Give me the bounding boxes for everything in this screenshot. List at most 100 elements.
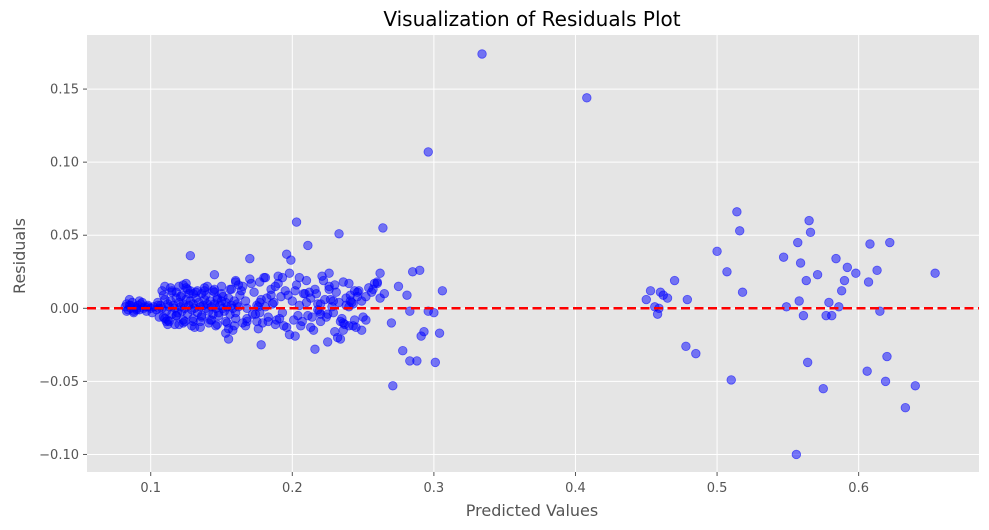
plot-area [87,35,979,472]
data-point [735,226,745,236]
data-point [737,287,748,297]
data-point [423,147,433,157]
data-point [301,297,312,308]
data-point [778,252,789,262]
x-axis-label: Predicted Values [466,501,598,520]
data-point [196,288,207,299]
data-point [801,275,811,286]
chart-title: Visualization of Residuals Plot [383,7,680,31]
data-point [375,268,385,278]
data-point [851,268,861,278]
data-point [477,49,487,59]
data-point [286,255,296,265]
data-point [437,286,448,296]
data-point [882,351,892,362]
data-point [402,290,412,300]
data-point [334,229,344,239]
data-point [824,297,834,308]
data-point [188,316,198,327]
data-point [246,278,256,289]
data-point [240,321,251,331]
data-point [378,223,388,233]
data-point [341,293,351,303]
data-point [178,315,188,325]
data-point [726,375,736,385]
data-point [669,275,680,286]
data-point [880,376,891,387]
data-point [270,281,281,292]
data-point [798,310,809,321]
data-point [306,322,316,333]
data-point [885,237,895,248]
data-point [641,294,651,305]
data-point [256,340,266,350]
data-point [842,262,853,273]
data-point [277,272,288,283]
data-point [930,268,940,278]
data-point [181,283,191,293]
data-point [802,357,813,368]
data-point [230,277,241,287]
data-point [805,227,816,238]
data-point [398,345,408,356]
data-point [348,321,358,331]
data-point [185,250,196,261]
data-point [297,316,307,327]
x-tick-label: 0.6 [848,481,869,496]
data-point [372,278,382,289]
data-point [682,294,693,305]
data-point [332,332,343,343]
data-point [291,217,302,227]
x-tick-label: 0.3 [424,481,445,496]
data-point [260,272,271,283]
data-point [645,286,656,296]
data-point [266,290,276,300]
y-tick-label: 0.10 [50,156,79,171]
data-point [245,253,255,264]
data-point [236,286,247,296]
data-point [662,293,673,303]
data-point [274,313,285,324]
data-point [206,315,217,325]
data-point [812,269,823,280]
data-point [267,299,278,309]
data-point [233,302,244,312]
data-point [313,305,323,315]
data-point [279,321,289,331]
data-point [294,272,305,283]
data-point [681,341,691,352]
data-point [712,246,722,257]
data-point [793,237,803,248]
data-point [732,207,742,217]
data-point [209,284,220,295]
data-point [582,93,592,103]
data-point [158,312,169,322]
data-point [249,287,259,297]
data-point [393,281,404,292]
data-point [375,293,385,303]
data-point [338,325,348,335]
data-point [147,307,157,318]
data-point [781,302,792,312]
data-point [160,281,170,292]
data-point [791,449,802,460]
data-point [827,310,837,321]
data-point [352,287,363,297]
data-point [324,268,334,278]
data-point [283,290,293,300]
x-axis-ticks: 0.1 0.2 0.3 0.4 0.5 0.6 [140,472,869,496]
data-point [416,331,426,341]
x-tick-label: 0.1 [140,481,161,496]
x-tick-label: 0.2 [282,481,303,496]
data-point [434,328,445,338]
data-point [171,310,181,321]
data-point [129,307,139,318]
data-point [318,275,329,286]
data-point [284,268,295,278]
data-point [836,286,847,296]
data-point [862,366,872,376]
data-point [388,381,398,391]
data-point [290,331,300,341]
data-point [691,348,701,359]
